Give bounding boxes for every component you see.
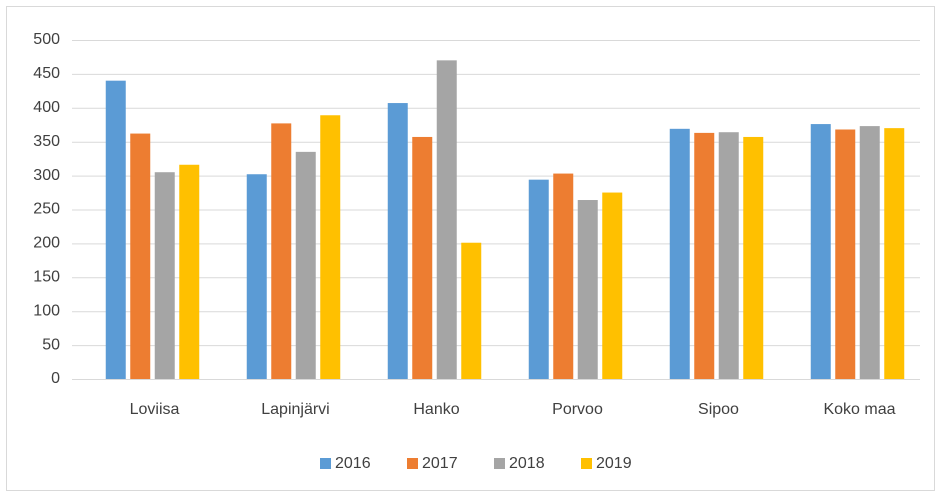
bar [743,136,764,379]
y-tick-label: 50 [42,336,60,353]
legend-swatch [320,458,331,469]
bar [179,164,200,379]
bar [577,200,598,379]
bar [387,103,408,379]
legend-swatch [581,458,592,469]
bar [718,132,739,379]
bar [528,179,549,379]
x-tick-label: Koko maa [823,401,895,418]
bar [669,128,690,379]
x-tick-label: Lapinjärvi [261,401,329,418]
legend-swatch [407,458,418,469]
bar [553,173,574,379]
y-tick-label: 150 [33,269,60,286]
y-tick-label: 500 [33,31,60,48]
bar [884,128,905,379]
y-tick-label: 450 [33,65,60,82]
x-tick-label: Porvoo [552,401,603,418]
bar [461,242,482,379]
bar [412,136,433,379]
bar [246,174,267,379]
legend-label: 2016 [335,455,371,472]
y-tick-label: 250 [33,201,60,218]
y-tick-label: 100 [33,302,60,319]
bar [271,123,292,379]
bar [130,133,151,379]
x-tick-label: Loviisa [130,401,180,418]
bar [859,126,880,379]
y-tick-label: 350 [33,133,60,150]
bar [694,132,715,379]
x-tick-label: Hanko [413,401,459,418]
legend-label: 2017 [422,455,458,472]
bar [105,80,126,380]
legend-label: 2018 [509,455,545,472]
bar [835,129,856,379]
legend-label: 2019 [596,455,632,472]
bar [320,115,341,380]
bar [154,172,175,379]
legend-swatch [494,458,505,469]
y-tick-label: 300 [33,167,60,184]
y-tick-label: 200 [33,235,60,252]
bar [436,60,457,380]
x-tick-label: Sipoo [698,401,739,418]
bar [295,151,316,379]
y-tick-label: 400 [33,99,60,116]
bar [602,192,623,379]
bar [810,124,831,380]
y-tick-label: 0 [51,370,60,387]
